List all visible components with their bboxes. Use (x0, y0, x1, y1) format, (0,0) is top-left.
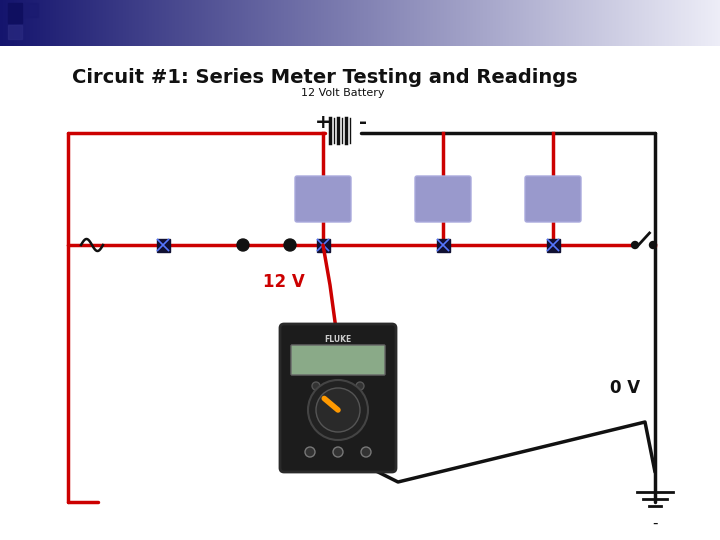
Text: 0 V: 0 V (610, 379, 640, 397)
Text: FLUKE: FLUKE (325, 335, 351, 345)
Circle shape (312, 382, 320, 390)
Bar (436, 239, 449, 252)
Circle shape (361, 447, 371, 457)
Circle shape (237, 239, 249, 251)
FancyBboxPatch shape (525, 176, 581, 222)
Bar (546, 239, 559, 252)
Circle shape (308, 380, 368, 440)
Circle shape (284, 239, 296, 251)
Text: 12 V: 12 V (263, 273, 305, 291)
FancyBboxPatch shape (280, 324, 396, 472)
Circle shape (305, 447, 315, 457)
Text: -: - (359, 112, 367, 132)
Circle shape (649, 241, 657, 248)
FancyBboxPatch shape (295, 176, 351, 222)
Bar (8, 3, 22, 23)
Circle shape (631, 241, 639, 248)
Text: -: - (652, 516, 658, 531)
FancyBboxPatch shape (415, 176, 471, 222)
Circle shape (334, 382, 342, 390)
Bar (156, 239, 169, 252)
Bar (24, 3, 38, 17)
Circle shape (316, 388, 360, 432)
Text: 12 Volt Battery: 12 Volt Battery (301, 88, 384, 98)
Circle shape (333, 447, 343, 457)
Bar (317, 239, 330, 252)
Circle shape (356, 382, 364, 390)
Bar (8, 25, 22, 39)
Text: +: + (315, 112, 331, 132)
Text: Circuit #1: Series Meter Testing and Readings: Circuit #1: Series Meter Testing and Rea… (72, 68, 577, 87)
FancyBboxPatch shape (291, 345, 385, 375)
